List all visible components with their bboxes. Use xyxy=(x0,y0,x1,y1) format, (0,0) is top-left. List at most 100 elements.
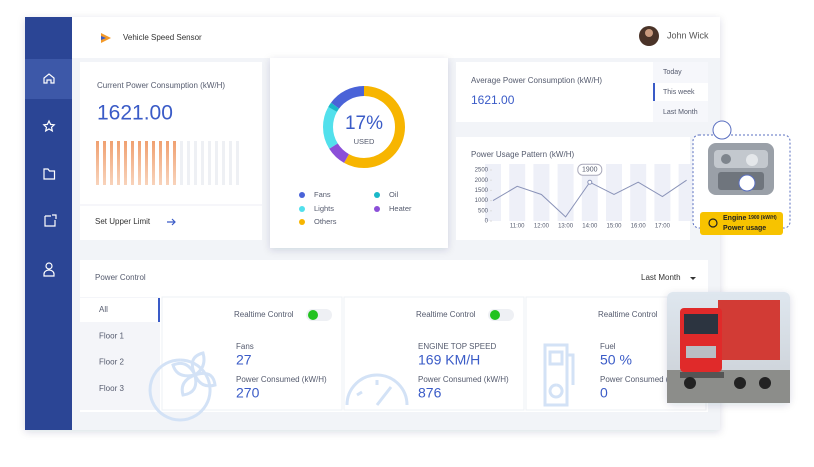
legend-swatch xyxy=(299,206,305,212)
control-label: Realtime Control xyxy=(598,310,658,319)
gauge-bar xyxy=(131,141,134,185)
metric-value: 169 KM/H xyxy=(418,352,480,368)
consumed-label: Power Consumed (kW/H) xyxy=(236,375,327,384)
gauge-bar xyxy=(215,141,218,185)
caret[interactable] xyxy=(690,277,696,280)
x-tick-label: 15:00 xyxy=(606,224,622,230)
y-tick-label: 1000 xyxy=(475,198,489,204)
gauge-bar xyxy=(124,141,127,185)
card-icon xyxy=(345,373,409,406)
engine-badge xyxy=(700,212,783,235)
legend-swatch xyxy=(374,206,380,212)
x-tick-label: 14:00 xyxy=(582,224,598,230)
card-title: Current Power Consumption (kW/H) xyxy=(97,81,225,90)
badge-subtitle: Power usage xyxy=(723,225,766,232)
floor-indicator xyxy=(158,298,160,322)
gauge-bar xyxy=(187,141,190,185)
user-icon[interactable] xyxy=(45,262,53,270)
home-icon[interactable] xyxy=(43,73,55,84)
tab-active xyxy=(653,83,708,101)
gauge-bar xyxy=(166,141,169,185)
legend-label: Others xyxy=(314,217,337,226)
chart-band xyxy=(606,164,622,221)
floor-item[interactable]: Floor 1 xyxy=(99,331,124,340)
tab[interactable]: This week xyxy=(663,89,695,96)
metric-label: Fuel xyxy=(600,342,616,351)
floor-item[interactable]: All xyxy=(99,305,108,314)
sidebar-icons xyxy=(42,73,57,277)
donut-segment xyxy=(323,86,405,168)
y-tick-label: 2000 xyxy=(475,178,489,184)
floors: All Floor 1 Floor 2 Floor 3 xyxy=(80,298,160,393)
tab-indicator xyxy=(653,83,655,101)
callout-box xyxy=(577,163,603,176)
gauge-bar xyxy=(222,141,225,185)
y-tick-label: 1500 xyxy=(475,188,489,194)
card-icon xyxy=(543,343,575,407)
gauge-bar xyxy=(110,141,113,185)
point xyxy=(587,179,593,185)
gauge-bar xyxy=(117,141,120,185)
metric-value: 50 % xyxy=(600,352,632,368)
avatar-face xyxy=(645,29,653,37)
period-select[interactable]: Last Month xyxy=(641,273,681,282)
badge-value: 1900 (kW/H) xyxy=(748,215,777,221)
floor-item[interactable]: Floor 2 xyxy=(99,358,124,367)
user-name[interactable]: John Wick xyxy=(667,30,709,40)
legend-label: Heater xyxy=(389,204,412,213)
legend-swatch xyxy=(374,192,380,198)
floor-active xyxy=(80,298,160,322)
x-tick-label: 11:00 xyxy=(510,224,525,230)
gauge-bar xyxy=(145,141,148,185)
consumed-value: 270 xyxy=(236,385,260,401)
tab[interactable]: Today xyxy=(663,69,682,76)
metric-value: 27 xyxy=(236,352,252,368)
app-title: Vehicle Speed Sensor xyxy=(123,33,202,42)
x-tick-label: 13:00 xyxy=(558,224,574,230)
badge-icon xyxy=(708,218,718,228)
share-icon[interactable] xyxy=(44,214,57,227)
floor-item[interactable]: Floor 3 xyxy=(99,384,124,393)
gauge-bar xyxy=(208,141,211,185)
chart-band xyxy=(581,164,598,221)
chart-band xyxy=(509,164,526,221)
gauge-bar xyxy=(96,141,99,185)
chart-band xyxy=(485,164,501,221)
action-link[interactable]: Set Upper Limit xyxy=(95,217,151,226)
tab[interactable]: Last Month xyxy=(663,109,698,116)
gauge-bar xyxy=(103,141,106,185)
logo-inner xyxy=(101,36,106,40)
star-icon[interactable] xyxy=(42,119,56,133)
gauge-bar xyxy=(173,141,176,185)
legend-swatch xyxy=(299,219,305,225)
folder-icon[interactable] xyxy=(43,168,56,180)
top-bar xyxy=(72,17,720,58)
badge-title: Engine 1900 (kW/H) xyxy=(723,215,777,222)
toggle-knob[interactable] xyxy=(308,310,318,320)
control-label: Realtime Control xyxy=(234,310,294,319)
toggle-knob[interactable] xyxy=(490,310,500,320)
gauge-bar xyxy=(159,141,162,185)
consumed-value: 0 xyxy=(600,385,608,401)
donut-percent: 17% xyxy=(345,113,383,134)
gauge-bar xyxy=(229,141,232,185)
x-tick-label: 17:00 xyxy=(655,224,671,230)
y-tick-label: 500 xyxy=(478,208,489,214)
user-icon-body[interactable] xyxy=(43,269,55,277)
tab-list: Today This week Last Month xyxy=(653,69,708,116)
consumed-value: 876 xyxy=(418,385,442,401)
gauge-bar xyxy=(180,141,183,185)
chart-title: Power Usage Pattern (kW/H) xyxy=(471,150,574,159)
truck-image xyxy=(667,292,790,403)
gauge-bar xyxy=(138,141,141,185)
section-title: Power Control xyxy=(95,273,146,282)
card-value: 1621.00 xyxy=(471,93,515,107)
arrow-icon[interactable] xyxy=(167,218,176,226)
x-tick-label: 12:00 xyxy=(534,224,550,230)
y-tick-label: 0 xyxy=(485,219,489,225)
gauge-bar xyxy=(152,141,155,185)
legend-label: Lights xyxy=(314,204,334,213)
y-tick-label: 2500 xyxy=(475,168,489,174)
